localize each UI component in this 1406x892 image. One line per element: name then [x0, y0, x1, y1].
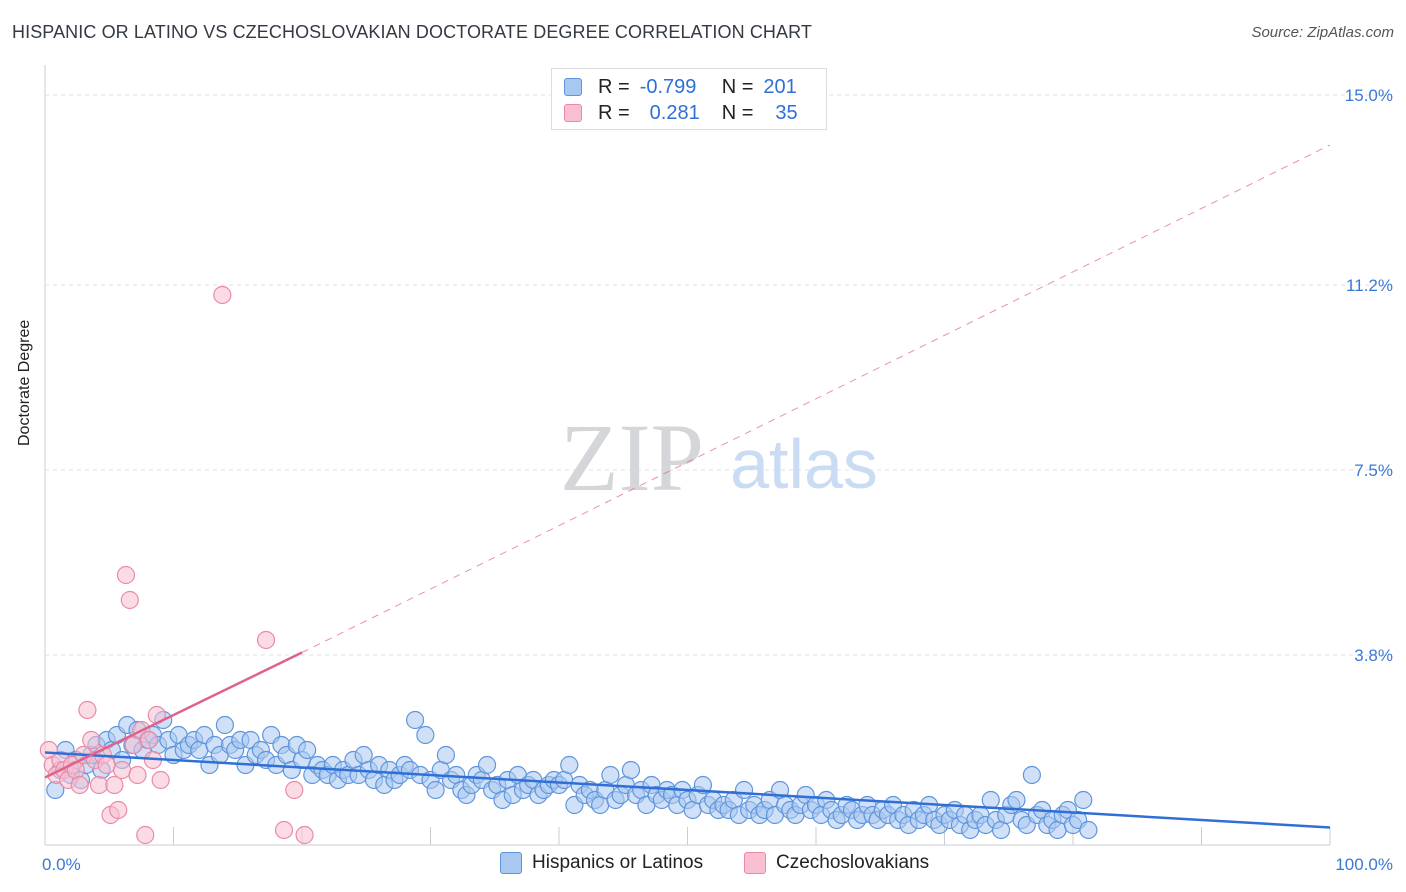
- legend-r-value: 0.281: [649, 101, 700, 124]
- y-tick-label: 11.2%: [1346, 276, 1393, 295]
- hispanic-point: [215, 715, 234, 735]
- czechoslovakian-point: [295, 825, 314, 845]
- czechoslovakian-point: [213, 285, 232, 305]
- bottom-legend-czechoslovakian: Czechoslovakians: [744, 852, 929, 874]
- bottom-legend-hispanic: Hispanics or Latinos: [500, 852, 703, 874]
- czechoslovakian-point: [82, 730, 101, 750]
- czechoslovakian-trend-extension: [301, 144, 1331, 653]
- bottom-legend-swatch-blue: [500, 852, 522, 874]
- hispanic-point: [477, 755, 497, 775]
- grid-layer: [45, 94, 1392, 656]
- czechoslovakian-point: [78, 700, 97, 720]
- legend-row-czechoslovakian: R = 0.281 N = 35: [564, 100, 798, 126]
- x-tick-label: 100.0%: [1335, 855, 1393, 874]
- czechoslovakian-point: [136, 825, 155, 845]
- hispanic-point: [426, 780, 445, 800]
- hispanic-point: [416, 725, 435, 745]
- bottom-legend-swatch-pink: [744, 852, 766, 874]
- legend-r-label: R =: [598, 75, 630, 98]
- chart-title: HISPANIC OR LATINO VS CZECHOSLOVAKIAN DO…: [12, 22, 812, 42]
- czechoslovakian-point: [109, 800, 128, 820]
- points-layer: [39, 285, 1098, 845]
- hispanic-point: [601, 765, 620, 785]
- trend-layer: [44, 144, 1331, 829]
- legend-swatch-blue: [564, 78, 582, 96]
- source-label: Source: ZipAtlas.com: [1251, 24, 1394, 41]
- bottom-legend-label: Hispanics or Latinos: [532, 852, 704, 873]
- hispanic-trend-line: [44, 751, 1331, 829]
- legend-r-label: R =: [598, 101, 630, 124]
- czechoslovakian-point: [274, 820, 294, 840]
- y-tick-label: 3.8%: [1354, 646, 1393, 665]
- czechoslovakian-point: [151, 770, 170, 790]
- legend-n-value: 201: [763, 75, 797, 98]
- hispanic-point: [1007, 790, 1026, 810]
- hispanic-point: [621, 760, 641, 780]
- czechoslovakian-point: [89, 775, 109, 795]
- legend-n-label: N =: [721, 75, 754, 98]
- czechoslovakian-point: [256, 630, 276, 650]
- axis-layer: [44, 65, 1331, 846]
- czechoslovakian-point: [70, 775, 89, 795]
- legend-n-value: 35: [775, 101, 798, 124]
- hispanic-point: [734, 780, 754, 800]
- hispanic-point: [560, 755, 579, 775]
- watermark-zip: ZIP: [560, 404, 704, 511]
- legend-n-label: N =: [721, 101, 754, 124]
- czechoslovakian-trend-line: [44, 651, 303, 779]
- hispanic-point: [693, 775, 713, 795]
- hispanic-point: [1079, 820, 1098, 840]
- hispanic-point: [981, 790, 1000, 810]
- legend-row-hispanic: R = -0.799 N = 201: [564, 74, 797, 100]
- correlation-legend: R = -0.799 N = 201 R = 0.281 N = 35: [551, 68, 827, 130]
- hispanic-point: [1074, 790, 1093, 810]
- bottom-legend-label: Czechoslovakians: [776, 852, 930, 873]
- czechoslovakian-point: [120, 590, 139, 610]
- czechoslovakian-point: [105, 775, 124, 795]
- czechoslovakian-point: [116, 565, 136, 585]
- hispanic-point: [436, 745, 456, 765]
- hispanic-point: [405, 710, 425, 730]
- legend-r-value: -0.799: [639, 75, 697, 98]
- czechoslovakian-point: [139, 730, 159, 750]
- y-tick-label: 7.5%: [1354, 461, 1393, 480]
- y-tick-label: 15.0%: [1345, 86, 1393, 105]
- czechoslovakian-point: [285, 780, 304, 800]
- czechoslovakian-point: [112, 760, 132, 780]
- watermark-atlas: atlas: [730, 425, 878, 503]
- legend-swatch-pink: [564, 104, 582, 122]
- czechoslovakian-point: [97, 755, 116, 775]
- czechoslovakian-point: [124, 735, 143, 755]
- hispanic-point: [298, 740, 317, 760]
- x-tick-label: 0.0%: [42, 855, 81, 874]
- hispanic-point: [1022, 765, 1041, 785]
- watermark: ZIP atlas: [560, 404, 878, 511]
- tick-labels: 3.8% 7.5% 11.2% 15.0% 0.0% 100.0%: [42, 86, 1393, 874]
- czechoslovakian-point: [128, 765, 147, 785]
